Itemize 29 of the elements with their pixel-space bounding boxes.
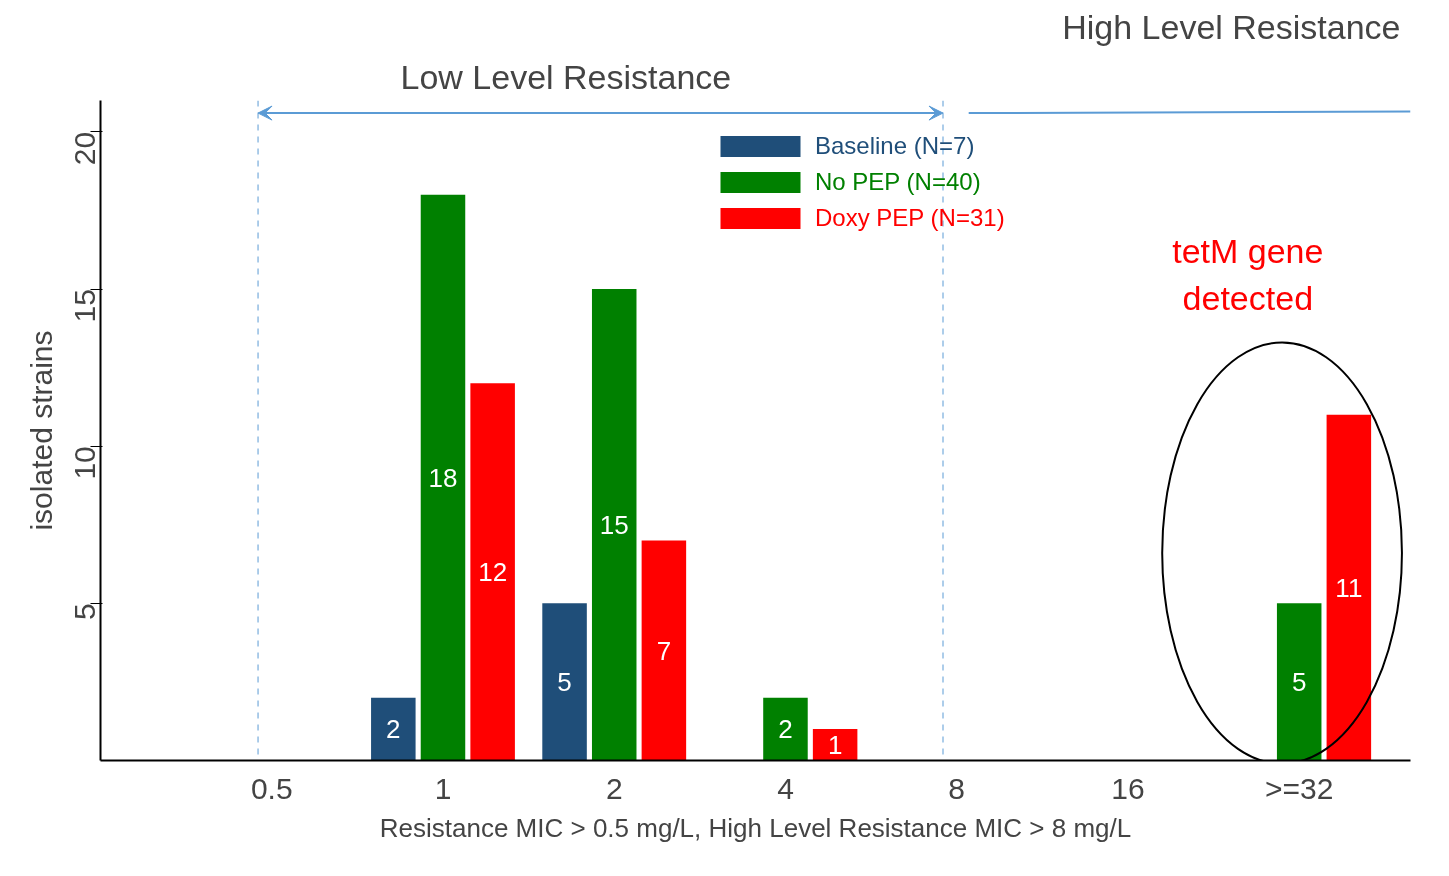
data-label: 18 [428,462,458,493]
legend-label: Baseline (N=7) [815,132,975,160]
y-tick-label: 20 [68,131,102,166]
data-label: 5 [1291,666,1307,697]
y-tick-label: 5 [68,603,102,621]
x-tick-label: 1 [434,771,452,805]
data-label: 11 [1335,572,1363,603]
data-label: 12 [478,556,508,587]
y-tick-label: 15 [68,289,102,323]
x-tick-label: 0.5 [250,771,293,805]
data-label: 15 [599,509,629,540]
legend-label: No PEP (N=40) [815,168,981,196]
x-tick-label: >=32 [1264,771,1334,805]
x-axis-title: Resistance MIC > 0.5 mg/L, High Level Resistance MIC > 8 mg/L [379,812,1132,843]
text: Low Level Resistance [400,57,732,96]
x-tick-label: 16 [1111,771,1145,805]
data-label: 5 [557,666,572,697]
data-label: 2 [778,714,793,745]
annotation: tetM gene detected [1172,232,1324,318]
data-label: 7 [656,635,672,666]
y-tick-label: 10 [68,446,102,480]
text: High Level Resistance [1062,7,1401,46]
data-label: 2 [386,714,401,745]
legend-label: Doxy PEP (N=31) [815,204,1005,232]
y-axis-title: isolated strains [24,330,58,531]
x-tick-label: 4 [777,771,794,805]
data-label: 1 [827,729,843,760]
x-tick-label: 2 [605,771,623,805]
x-tick-label: 8 [948,771,966,805]
